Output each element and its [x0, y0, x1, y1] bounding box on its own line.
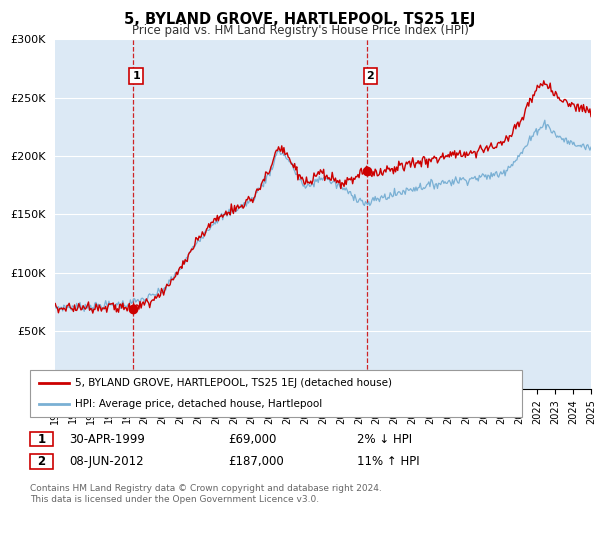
Text: 30-APR-1999: 30-APR-1999: [69, 432, 145, 446]
Text: £187,000: £187,000: [228, 455, 284, 468]
Text: HPI: Average price, detached house, Hartlepool: HPI: Average price, detached house, Hart…: [75, 399, 322, 409]
Text: 08-JUN-2012: 08-JUN-2012: [69, 455, 143, 468]
Text: 1: 1: [132, 71, 140, 81]
Text: 11% ↑ HPI: 11% ↑ HPI: [357, 455, 419, 468]
Text: Price paid vs. HM Land Registry's House Price Index (HPI): Price paid vs. HM Land Registry's House …: [131, 24, 469, 36]
Text: 5, BYLAND GROVE, HARTLEPOOL, TS25 1EJ (detached house): 5, BYLAND GROVE, HARTLEPOOL, TS25 1EJ (d…: [75, 378, 392, 388]
Text: 2: 2: [367, 71, 374, 81]
Text: 2% ↓ HPI: 2% ↓ HPI: [357, 432, 412, 446]
Text: 1: 1: [37, 432, 46, 446]
Text: 5, BYLAND GROVE, HARTLEPOOL, TS25 1EJ: 5, BYLAND GROVE, HARTLEPOOL, TS25 1EJ: [124, 12, 476, 27]
Text: £69,000: £69,000: [228, 432, 277, 446]
Text: 2: 2: [37, 455, 46, 468]
Text: Contains HM Land Registry data © Crown copyright and database right 2024.
This d: Contains HM Land Registry data © Crown c…: [30, 484, 382, 504]
